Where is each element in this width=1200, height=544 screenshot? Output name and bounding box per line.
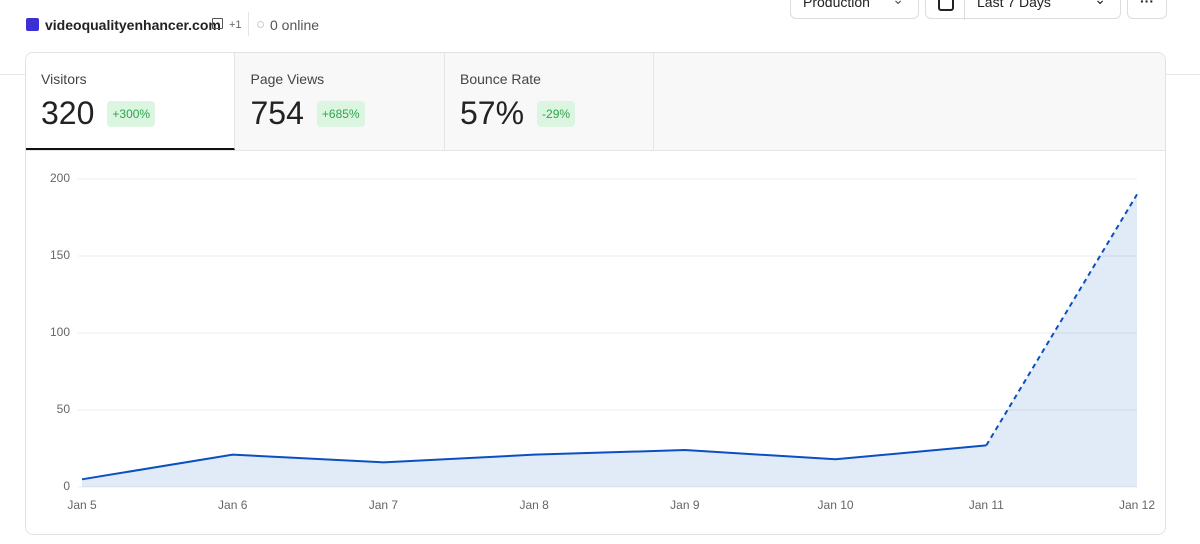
date-range-select[interactable]: Last 7 Days ⌄ (925, 0, 1121, 20)
x-tick-label: Jan 12 (1119, 498, 1155, 512)
metric-value: 57% (460, 95, 525, 131)
environment-select[interactable]: Production ⌄ (790, 0, 919, 19)
y-tick-label: 200 (50, 171, 70, 185)
y-tick-label: 150 (50, 248, 70, 262)
metric-tabs: Visitors 320 +300% Page Views 754 +685% Bounce… (26, 53, 1165, 151)
y-tick-label: 0 (63, 479, 70, 493)
metric-change: +685% (316, 101, 365, 127)
extra-count[interactable]: +1 (229, 19, 242, 31)
metric-value: 320 (41, 95, 95, 131)
analytics-card: Visitors 320 +300% Page Views 754 +685% Bounce… (25, 52, 1166, 535)
x-tick-label: Jan 11 (969, 498, 1004, 512)
y-tick-label: 100 (50, 325, 70, 339)
chevron: ⌄ (1094, 0, 1106, 8)
metric-change: +300% (107, 101, 156, 127)
more-button[interactable]: ··· (1127, 0, 1167, 19)
x-tick-label: Jan 6 (218, 498, 248, 512)
x-tick-label: Jan 8 (519, 498, 549, 512)
separator (248, 12, 249, 36)
metric-value: 754 (250, 95, 304, 131)
site-icon (26, 18, 39, 31)
metric-tab[interactable]: Visitors 320 +300% (26, 53, 235, 150)
environment-text: Production (803, 0, 870, 10)
x-tick-label: Jan 5 (67, 498, 97, 512)
chevron: ⌄ (892, 0, 904, 8)
x-tick-label: Jan 10 (818, 498, 854, 512)
metric-tab[interactable]: Page Views 754 +685% (236, 53, 445, 150)
x-tick-label: Jan 9 (670, 498, 700, 512)
line-projection (985, 193, 1138, 446)
separator (964, 0, 965, 20)
x-tick-label: Jan 7 (369, 498, 399, 512)
site-name[interactable]: videoqualityenhancer.com (45, 17, 221, 33)
area (82, 194, 1137, 487)
date-range-text: Last 7 Days (977, 0, 1051, 10)
line (81, 444, 987, 481)
metric-label: Visitors (41, 71, 87, 87)
metric-label: Bounce Rate (460, 71, 541, 87)
calendar-icon (938, 0, 954, 11)
online-dot (257, 21, 264, 28)
metric-tab[interactable]: Bounce Rate 57% -29% (445, 53, 654, 150)
metric-change: -29% (537, 101, 576, 127)
external-link-icon[interactable] (212, 18, 223, 29)
more-icon: ··· (1140, 0, 1154, 9)
metric-label: Page Views (250, 71, 325, 87)
y-tick-label: 50 (57, 402, 71, 416)
online-count: 0 online (270, 17, 320, 33)
